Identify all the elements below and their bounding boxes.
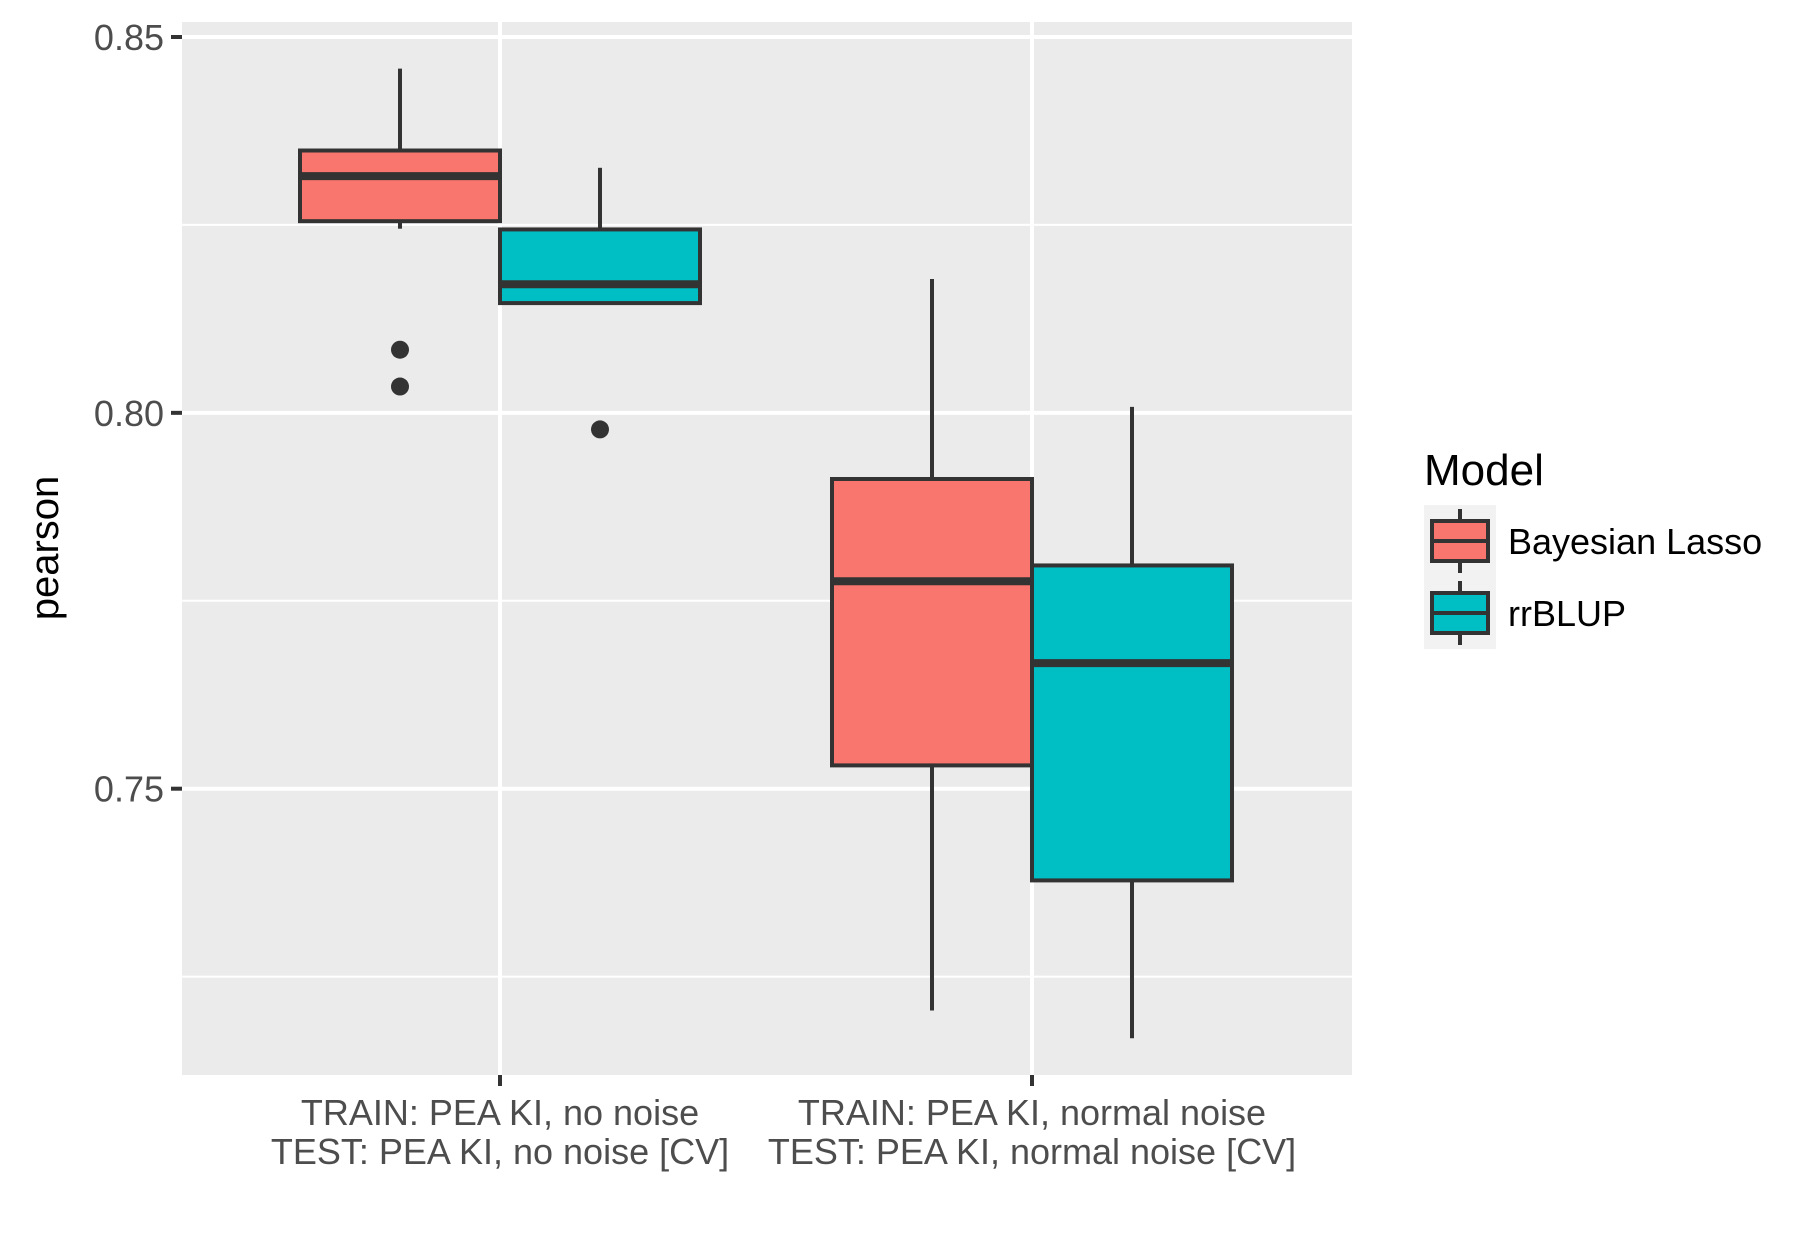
x-tick-label-line2: TEST: PEA KI, no noise [CV] <box>271 1131 729 1172</box>
boxplot-bayesian-lasso-1 <box>298 68 502 396</box>
legend: Model Bayesian Lasso rrBLUP <box>1424 446 1762 649</box>
y-tick-label: 0.75 <box>94 769 164 810</box>
box-body <box>830 476 1034 768</box>
legend-key-rrblup <box>1424 577 1496 649</box>
outlier-point <box>591 420 609 439</box>
box-body <box>298 148 502 224</box>
y-tick-label: 0.80 <box>94 393 164 434</box>
box-body <box>498 227 702 306</box>
y-axis-title: pearson <box>23 476 67 621</box>
boxplot-rrblup-1 <box>498 167 702 439</box>
box-layer <box>298 68 1234 1039</box>
x-tick-label-line2: TEST: PEA KI, normal noise [CV] <box>768 1131 1296 1172</box>
x-tick-label-line1: TRAIN: PEA KI, no noise <box>301 1092 699 1133</box>
x-tick-label-line1: TRAIN: PEA KI, normal noise <box>798 1092 1266 1133</box>
y-axis: 0.85 0.80 0.75 <box>94 17 182 810</box>
boxplot-bayesian-lasso-2 <box>830 279 1034 1011</box>
legend-label: rrBLUP <box>1508 593 1626 634</box>
boxplot-rrblup-2 <box>1030 406 1234 1039</box>
y-tick-label: 0.85 <box>94 17 164 58</box>
outlier-point <box>391 340 409 359</box>
legend-label: Bayesian Lasso <box>1508 521 1762 562</box>
legend-key-bayesian-lasso <box>1424 505 1496 577</box>
legend-title: Model <box>1424 446 1544 495</box>
box-body <box>1030 563 1234 883</box>
outlier-point <box>391 377 409 396</box>
